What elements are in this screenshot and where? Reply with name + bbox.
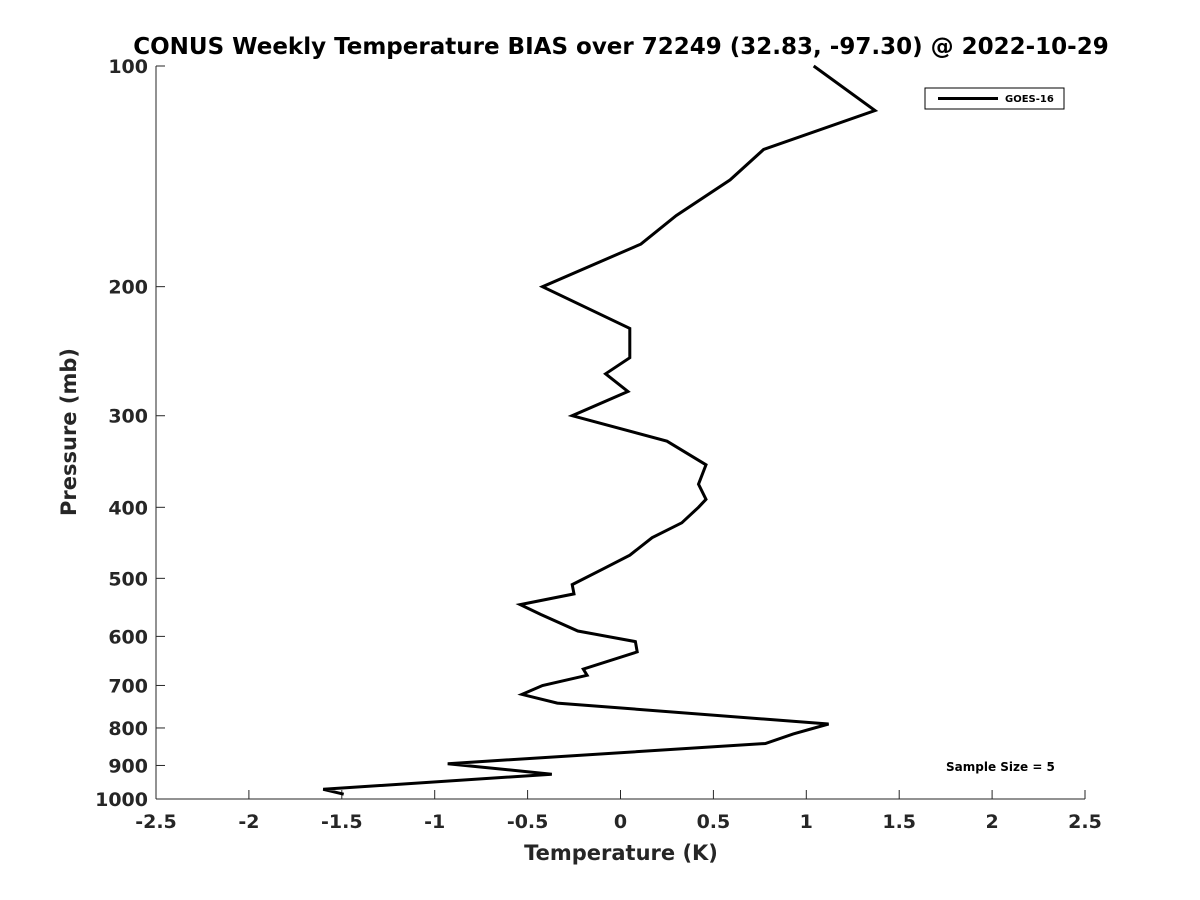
x-tick-label: 1.5 <box>882 811 916 833</box>
y-axis-label: Pressure (mb) <box>57 348 81 516</box>
y-tick-label: 400 <box>108 497 148 519</box>
series-layer <box>322 64 879 796</box>
series-line-goes-16 <box>322 64 879 796</box>
x-tick-label: 1 <box>800 811 813 833</box>
y-tick-label: 600 <box>108 626 148 648</box>
x-tick-label: -2.5 <box>135 811 177 833</box>
x-tick-label: -0.5 <box>507 811 549 833</box>
x-tick-label: 2.5 <box>1068 811 1102 833</box>
y-tick-label: 700 <box>108 675 148 697</box>
plot-area: -2.5 -2 -1.5 -1 -0.5 0 0.5 1 1.5 2 2.5 100 200 300 40… <box>95 56 1102 833</box>
x-ticks: -2.5 -2 -1.5 -1 -0.5 0 0.5 1 1.5 2 2.5 <box>135 790 1102 833</box>
x-tick-label: -1.5 <box>321 811 363 833</box>
x-tick-label: 0 <box>614 811 627 833</box>
legend: GOES-16 <box>924 87 1065 110</box>
y-tick-label: 200 <box>108 277 148 299</box>
sample-size-annotation: Sample Size = 5 <box>946 760 1055 774</box>
legend-label-goes-16: GOES-16 <box>1005 94 1054 105</box>
x-tick-label: -1 <box>424 811 445 833</box>
x-axis-label: Temperature (K) <box>524 841 718 865</box>
x-tick-label: -2 <box>238 811 259 833</box>
x-tick-label: 2 <box>985 811 998 833</box>
y-tick-label: 500 <box>108 568 148 590</box>
y-tick-label: 300 <box>108 406 148 428</box>
x-tick-label: 0.5 <box>697 811 731 833</box>
y-tick-label: 800 <box>108 718 148 740</box>
y-tick-label: 100 <box>108 56 148 78</box>
chart-title: CONUS Weekly Temperature BIAS over 72249… <box>133 34 1108 60</box>
y-tick-label: 900 <box>108 755 148 777</box>
y-tick-label: 1000 <box>95 789 148 811</box>
y-ticks: 100 200 300 400 500 600 700 800 900 1000 <box>95 56 165 811</box>
